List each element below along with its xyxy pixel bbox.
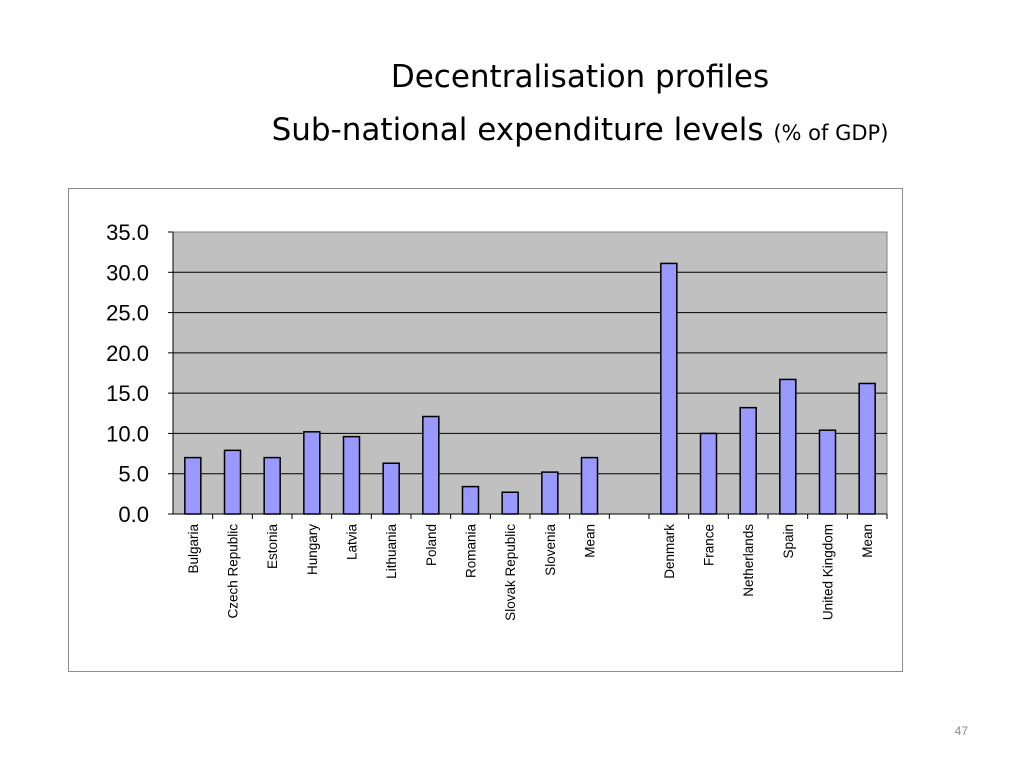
bar-poland — [422, 415, 440, 515]
chart-container: 0.0 5.0 10.0 15.0 20.0 25.0 30.0 35.0 Bulgaria Cz… — [68, 188, 903, 672]
bar-mean — [580, 456, 599, 515]
slide-title-line1: Decentralisation profiles — [150, 56, 1010, 98]
x-tick-label: Netherlands — [741, 524, 756, 597]
x-tick-label: Latvia — [345, 524, 360, 561]
y-tick-label: 0.0 — [118, 502, 149, 527]
bar-spain — [779, 378, 797, 515]
bar-latvia — [342, 435, 361, 515]
x-tick-label: Hungary — [305, 524, 320, 575]
bar-netherlands — [739, 406, 757, 515]
bar-mean — [858, 382, 876, 515]
bar-slovak-republic — [501, 491, 519, 515]
title-text-1: Decentralisation profiles — [390, 59, 770, 95]
x-tick-label: Mean — [860, 524, 875, 558]
x-tick-label: Bulgaria — [186, 524, 201, 574]
page-number: 47 — [954, 724, 968, 738]
y-tick-label: 20.0 — [106, 341, 149, 366]
bar-bulgaria — [184, 456, 202, 515]
bar-lithuania — [382, 462, 400, 515]
bar-slovenia — [541, 471, 559, 515]
plot-area — [172, 231, 888, 515]
x-tick-label: United Kingdom — [821, 524, 836, 620]
x-tick-label: Slovak Republic — [503, 524, 518, 621]
x-tick-label: Romania — [464, 524, 479, 579]
bar-united-kingdom — [818, 429, 837, 515]
y-tick-label: 25.0 — [106, 301, 149, 326]
y-tick-label: 5.0 — [118, 462, 149, 487]
bar-chart: 0.0 5.0 10.0 15.0 20.0 25.0 30.0 35.0 Bulgaria Cz… — [106, 220, 888, 621]
x-tick-label: Lithuania — [384, 524, 399, 579]
x-tick-label: Czech Republic — [226, 524, 241, 619]
y-tick-label: 35.0 — [106, 220, 149, 245]
title-unit: (% of GDP) — [773, 121, 889, 145]
bar-denmark — [660, 262, 678, 515]
y-tick-label: 10.0 — [106, 421, 149, 446]
bar-romania — [461, 485, 480, 515]
y-tick-label: 30.0 — [106, 260, 149, 285]
x-tick-label: Mean — [583, 524, 598, 558]
bar-hungary — [303, 431, 321, 515]
bar-france — [699, 432, 718, 515]
title-text-2: Sub-national expenditure levels — [271, 112, 764, 148]
x-tick-label: Slovenia — [543, 524, 558, 576]
bar-estonia — [263, 456, 281, 515]
x-tick-label: Estonia — [265, 524, 280, 570]
x-tick-label: Denmark — [662, 524, 677, 579]
x-tick-label: Spain — [781, 524, 796, 559]
y-tick-label: 15.0 — [106, 381, 149, 406]
slide-title-line2: Sub-national expenditure levels (% of GD… — [150, 109, 1010, 154]
x-tick-label: France — [702, 524, 717, 566]
x-tick-label: Poland — [424, 524, 439, 566]
bar-czech-republic — [223, 449, 242, 515]
